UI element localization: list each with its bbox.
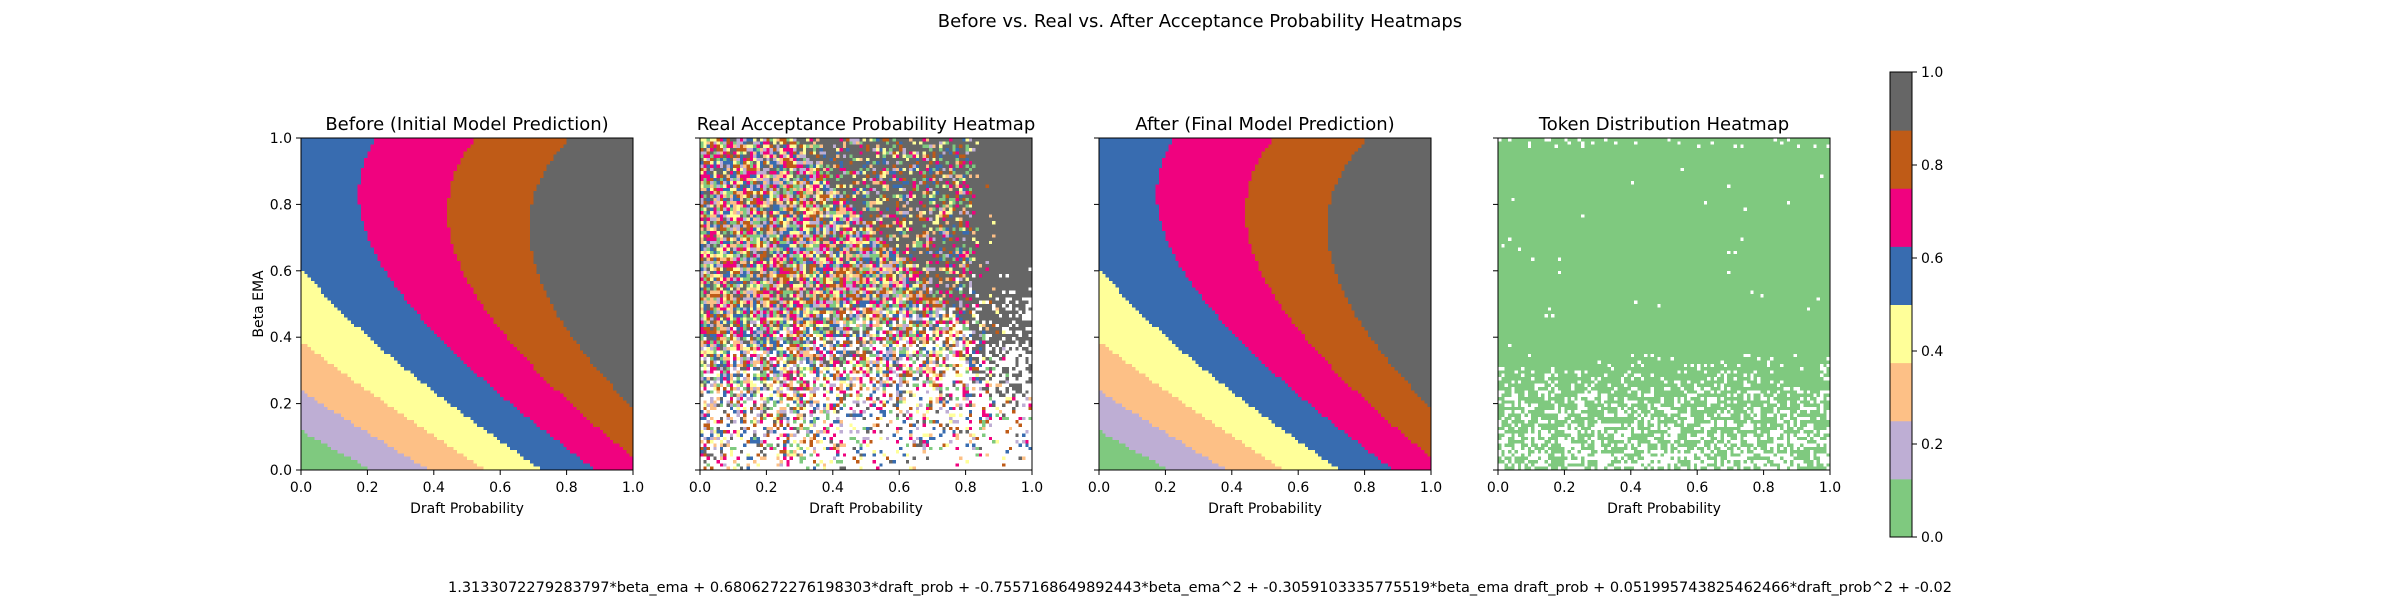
y-tick-label: 0.4 [270, 330, 292, 346]
x-axis-label: Draft Probability [410, 501, 524, 517]
y-tick-label: 0.6 [270, 264, 292, 280]
colorbar-tick-label: 0.6 [1921, 251, 1943, 267]
x-tick-label: 0.8 [954, 480, 976, 496]
figure-title: Before vs. Real vs. After Acceptance Pro… [938, 11, 1462, 32]
x-tick-label: 0.4 [1221, 480, 1243, 496]
x-tick-label: 0.0 [689, 480, 711, 496]
x-tick-label: 0.4 [1620, 480, 1642, 496]
heatmap-panels: 0.0 0.2 0.4 0.6 0.8 1.0 0.0 0.2 0.4 0.6 0.8 1.0 Befo… [251, 114, 1841, 517]
panel-title: After (Final Model Prediction) [1135, 114, 1394, 135]
panel-title: Before (Initial Model Prediction) [325, 114, 608, 135]
x-tick-label: 0.6 [1686, 480, 1708, 496]
x-tick-label: 0.2 [755, 480, 777, 496]
colorbar-tick-label: 0.8 [1921, 158, 1943, 174]
y-axis-label: Beta EMA [251, 270, 267, 338]
y-tick-label: 0.2 [270, 397, 292, 413]
y-tick-label: 0.0 [270, 463, 292, 479]
x-axis-label: Draft Probability [809, 501, 923, 517]
x-tick-label: 0.4 [822, 480, 844, 496]
x-tick-label: 1.0 [1819, 480, 1841, 496]
x-tick-label: 0.0 [290, 480, 312, 496]
colorbar-frame [1889, 71, 1913, 538]
heatmap-token-distribution-cells [1498, 138, 1830, 470]
x-tick-label: 0.0 [1487, 480, 1509, 496]
x-tick-label: 1.0 [622, 480, 644, 496]
heatmap-real-cells [700, 138, 1032, 470]
colorbar-segment [1890, 188, 1912, 247]
panel-title: Real Acceptance Probability Heatmap [697, 114, 1036, 135]
colorbar-segment [1890, 130, 1912, 189]
axes-frame [1098, 137, 1432, 471]
x-tick-label: 0.6 [1287, 480, 1309, 496]
heatmap-token-distribution-panel: 0.0 0.2 0.4 0.6 0.8 1.0 Token Distribution Hea… [1487, 114, 1841, 517]
colorbar-segment [1890, 246, 1912, 305]
colorbar-segment [1890, 304, 1912, 364]
x-tick-label: 0.6 [489, 480, 511, 496]
x-axis-label: Draft Probability [1208, 501, 1322, 517]
heatmap-after-panel: 0.0 0.2 0.4 0.6 0.8 1.0 After (Final Model Pre… [1088, 114, 1442, 517]
colorbar-tick-label: 0.4 [1921, 344, 1943, 360]
heatmap-after-cells [1099, 138, 1431, 470]
colorbar-tick-label: 0.0 [1921, 530, 1943, 546]
axes-frame [699, 137, 1033, 471]
x-tick-label: 0.2 [356, 480, 378, 496]
x-tick-label: 0.8 [555, 480, 577, 496]
y-tick-label: 1.0 [270, 131, 292, 147]
x-tick-label: 0.4 [423, 480, 445, 496]
x-tick-label: 1.0 [1021, 480, 1043, 496]
axes-frame [300, 137, 634, 471]
heatmap-before-cells [301, 138, 633, 470]
colorbar-segment [1890, 478, 1912, 538]
colorbar-tick-label: 0.2 [1921, 437, 1943, 453]
x-tick-label: 0.6 [888, 480, 910, 496]
x-tick-label: 0.8 [1752, 480, 1774, 496]
x-tick-label: 1.0 [1420, 480, 1442, 496]
x-tick-label: 0.0 [1088, 480, 1110, 496]
x-tick-label: 0.8 [1353, 480, 1375, 496]
y-tick-label: 0.8 [270, 197, 292, 213]
colorbar-segment [1890, 420, 1912, 480]
panel-title: Token Distribution Heatmap [1538, 114, 1789, 135]
colorbar: 0.0 0.2 0.4 0.6 0.8 1.0 [1889, 65, 1943, 546]
axes-frame [1497, 137, 1831, 471]
x-axis-label: Draft Probability [1607, 501, 1721, 517]
heatmap-real-panel: 0.0 0.2 0.4 0.6 0.8 1.0 Real Acceptance Probab… [689, 114, 1043, 517]
heatmap-before-panel: 0.0 0.2 0.4 0.6 0.8 1.0 0.0 0.2 0.4 0.6 0.8 1.0 Befo… [251, 114, 644, 517]
colorbar-tick-label: 1.0 [1921, 65, 1943, 81]
colorbar-segment [1890, 362, 1912, 422]
colorbar-segment [1890, 72, 1912, 131]
fit-formula: 1.3133072279283797*beta_ema + 0.68062722… [448, 580, 1952, 596]
x-tick-label: 0.2 [1154, 480, 1176, 496]
x-tick-label: 0.2 [1553, 480, 1575, 496]
